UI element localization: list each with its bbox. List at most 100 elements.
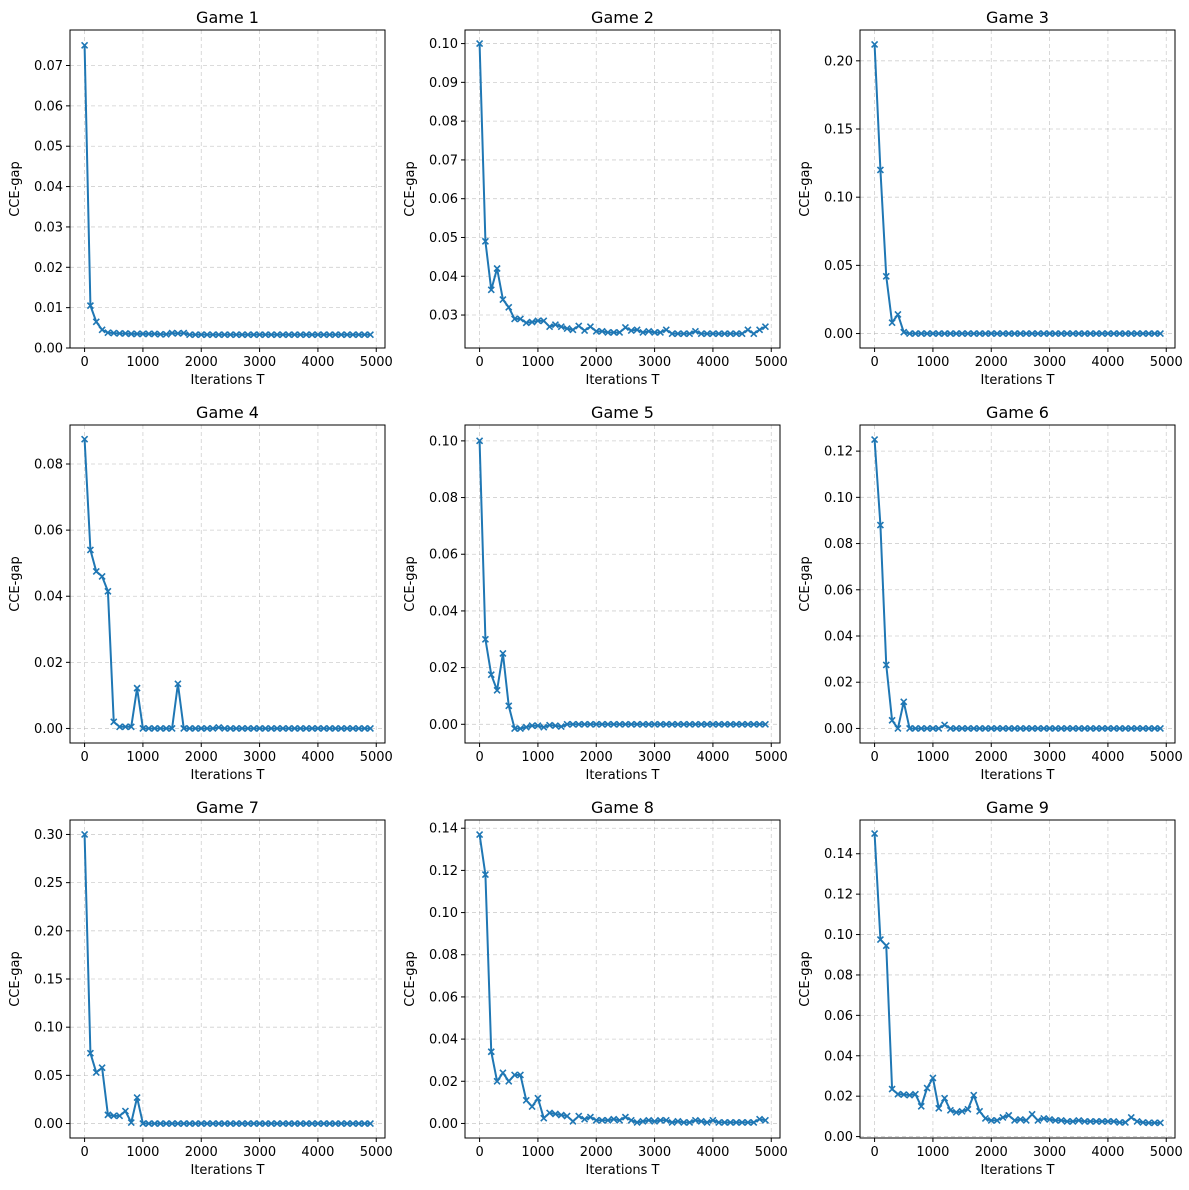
chart-title: Game 9 — [986, 798, 1049, 817]
y-tick-label: 0.05 — [34, 140, 63, 155]
data-point-stroke — [127, 723, 135, 731]
x-tick-label: 2000 — [185, 355, 218, 370]
data-point — [226, 331, 234, 339]
data-point-stroke — [557, 323, 565, 331]
data-point — [133, 330, 141, 338]
data-point — [911, 724, 919, 733]
y-tick-label: 0.06 — [429, 990, 458, 1005]
data-point — [946, 329, 954, 338]
data-point — [516, 724, 524, 733]
chart-panel-4: 0 1000 2000 3000 4000 5000 0.00 0.02 0.04 0.06 0.0… — [8, 403, 393, 783]
data-point — [923, 1084, 931, 1092]
data-point-stroke — [104, 587, 112, 595]
data-point — [1104, 724, 1112, 733]
data-point — [116, 1112, 124, 1120]
data-point — [546, 1109, 554, 1117]
data-point — [941, 329, 949, 338]
data-point — [81, 830, 89, 839]
x-tick-label: 4000 — [1091, 355, 1124, 370]
data-point-stroke — [911, 329, 919, 338]
data-point — [557, 722, 565, 731]
data-point-stroke — [732, 720, 740, 728]
data-point — [610, 1115, 618, 1123]
data-point-stroke — [361, 724, 369, 733]
data-point — [1040, 329, 1048, 338]
data-point — [1028, 724, 1036, 733]
data-point — [156, 1119, 164, 1128]
data-point-stroke — [308, 724, 316, 733]
data-point-stroke — [551, 1110, 559, 1118]
data-point — [691, 1116, 699, 1124]
data-point — [1016, 1115, 1024, 1123]
data-point-stroke — [203, 724, 211, 733]
data-point — [1133, 329, 1141, 338]
data-point-stroke — [1016, 329, 1024, 338]
data-point-stroke — [756, 326, 764, 334]
y-tick-label: 0.10 — [429, 37, 458, 52]
data-point-stroke — [970, 1091, 978, 1099]
data-point — [1151, 329, 1159, 338]
x-tick-label: 0 — [870, 1145, 878, 1160]
data-point — [250, 1119, 258, 1128]
data-point — [923, 724, 931, 733]
x-tick-label: 2000 — [975, 750, 1008, 765]
data-point-stroke — [92, 567, 100, 576]
data-point — [721, 720, 729, 728]
data-point — [203, 724, 211, 733]
data-point — [756, 1115, 764, 1123]
data-point — [976, 724, 984, 733]
data-point-stroke — [326, 724, 334, 733]
data-point — [935, 1104, 943, 1112]
series-line — [873, 833, 1161, 1124]
x-tick-label: 2000 — [185, 1145, 218, 1160]
data-point-stroke — [180, 724, 188, 733]
data-point-stroke — [215, 723, 223, 732]
data-point-stroke — [487, 286, 495, 294]
x-tick-label: 4000 — [301, 750, 334, 765]
data-point — [481, 871, 489, 879]
data-point — [522, 1096, 530, 1104]
data-point — [203, 331, 211, 339]
data-point — [999, 1113, 1007, 1121]
data-point — [291, 1119, 299, 1128]
data-point — [285, 724, 293, 733]
data-point-stroke — [534, 722, 542, 730]
data-point — [320, 724, 328, 733]
data-point — [279, 724, 287, 733]
y-tick-label: 0.09 — [429, 76, 458, 91]
data-point — [522, 319, 530, 327]
x-tick-label: 3000 — [243, 750, 276, 765]
data-point-stroke — [761, 323, 769, 331]
data-point — [882, 942, 890, 950]
x-tick-label: 4000 — [1091, 1145, 1124, 1160]
data-point — [308, 724, 316, 733]
data-point — [709, 1116, 717, 1124]
data-point — [586, 720, 594, 728]
data-point-stroke — [162, 1119, 170, 1128]
data-point-stroke — [92, 318, 100, 326]
data-point — [871, 40, 879, 49]
data-point — [546, 323, 554, 331]
data-point — [662, 1116, 670, 1124]
data-point — [487, 1048, 495, 1056]
data-point — [557, 323, 565, 331]
data-point-stroke — [1086, 1117, 1094, 1125]
data-point-stroke — [581, 326, 589, 335]
data-point-stroke — [633, 1118, 641, 1126]
data-point — [1011, 1116, 1019, 1124]
data-point-stroke — [656, 720, 664, 728]
chart-title: Game 6 — [986, 403, 1049, 422]
data-point-stroke — [697, 720, 705, 728]
data-point — [337, 724, 345, 733]
data-point — [267, 724, 275, 733]
data-point-stroke — [133, 1093, 141, 1102]
data-point — [662, 326, 670, 334]
data-point — [127, 1119, 135, 1127]
data-point — [156, 330, 164, 338]
data-point-stroke — [999, 329, 1007, 338]
data-point-stroke — [1016, 1115, 1024, 1123]
data-point — [314, 724, 322, 733]
data-point — [732, 330, 740, 338]
data-point — [1098, 329, 1106, 338]
data-point — [361, 1119, 369, 1128]
